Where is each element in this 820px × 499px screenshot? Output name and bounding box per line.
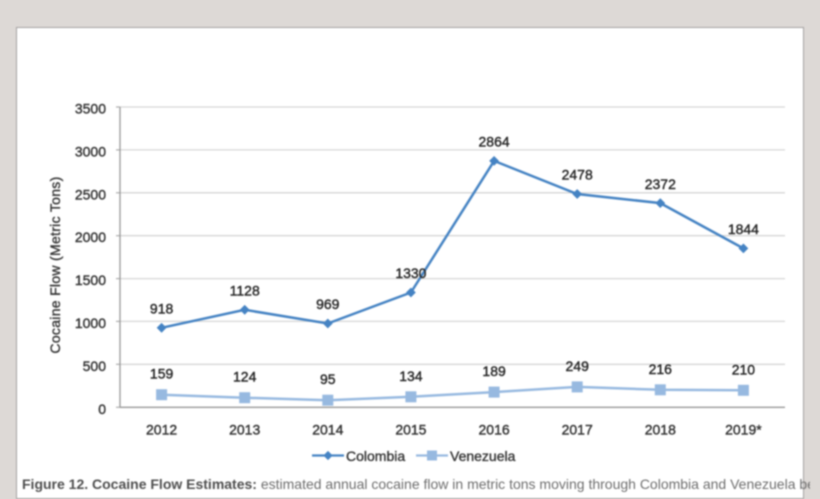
svg-text:1844: 1844 (728, 221, 759, 237)
svg-text:1000: 1000 (75, 315, 106, 331)
svg-text:2015: 2015 (395, 422, 426, 438)
svg-text:3000: 3000 (75, 143, 106, 159)
svg-text:159: 159 (150, 366, 174, 382)
svg-text:2000: 2000 (75, 229, 106, 245)
svg-text:189: 189 (482, 363, 506, 379)
svg-text:2478: 2478 (562, 167, 593, 183)
svg-text:2864: 2864 (479, 134, 510, 150)
svg-text:2018: 2018 (645, 422, 676, 438)
svg-text:3500: 3500 (75, 101, 106, 117)
svg-text:2016: 2016 (479, 422, 510, 438)
svg-text:0: 0 (98, 401, 106, 417)
svg-text:2372: 2372 (645, 176, 676, 192)
svg-text:1128: 1128 (230, 283, 260, 299)
svg-text:216: 216 (649, 361, 673, 377)
svg-text:124: 124 (233, 369, 257, 385)
svg-text:2014: 2014 (312, 422, 343, 438)
svg-text:2017: 2017 (562, 422, 593, 438)
svg-text:Venezuela: Venezuela (450, 448, 516, 464)
svg-text:Colombia: Colombia (346, 448, 405, 464)
svg-text:134: 134 (399, 368, 423, 384)
svg-text:249: 249 (566, 358, 590, 374)
svg-text:95: 95 (320, 371, 336, 387)
svg-text:1330: 1330 (395, 265, 426, 281)
svg-text:210: 210 (732, 361, 756, 377)
svg-text:969: 969 (316, 296, 340, 312)
svg-text:1500: 1500 (75, 272, 106, 288)
svg-text:2500: 2500 (75, 186, 106, 202)
svg-text:500: 500 (83, 358, 107, 374)
svg-text:2012: 2012 (146, 422, 177, 438)
svg-text:2019*: 2019* (725, 422, 762, 438)
svg-text:2013: 2013 (229, 422, 260, 438)
svg-text:Cocaine Flow (Metric Tons): Cocaine Flow (Metric Tons) (47, 176, 63, 353)
svg-text:918: 918 (150, 301, 174, 317)
